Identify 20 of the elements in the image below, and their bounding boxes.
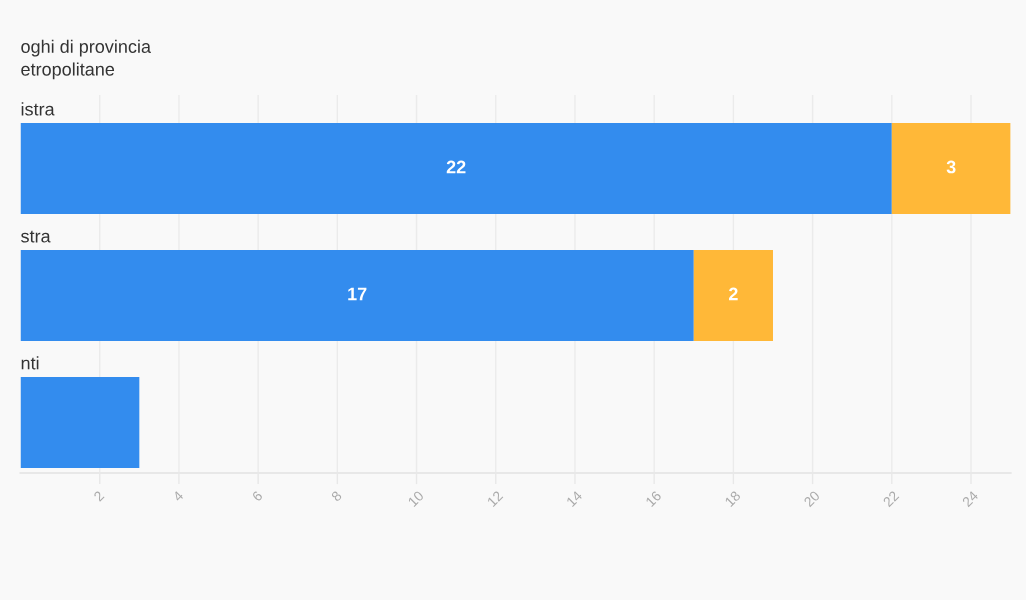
x-tick-label: 8 — [330, 490, 343, 502]
x-tick-label: 6 — [251, 490, 264, 502]
x-tick-label: 18 — [724, 490, 742, 508]
x-tick-label: 10 — [407, 490, 425, 508]
y-tick-label: stra — [21, 230, 51, 243]
data-label: 17 — [348, 287, 367, 301]
data-label: 22 — [446, 160, 466, 174]
y-tick-label: nti — [21, 356, 39, 370]
y-tick-label: istra — [21, 102, 55, 116]
x-tick-label: 16 — [645, 490, 662, 508]
data-label: 2 — [728, 287, 738, 301]
x-tick-label: 20 — [803, 490, 821, 508]
data-label: 3 — [946, 160, 956, 174]
x-tick-label: 14 — [566, 490, 583, 507]
x-tick-label: 24 — [961, 490, 979, 508]
x-tick-label: 22 — [882, 490, 900, 508]
chart-title: oghi di provincia etropolitane — [21, 39, 151, 80]
x-tick-label: 12 — [486, 490, 504, 507]
x-tick-label: 2 — [93, 490, 105, 502]
x-tick-label: 4 — [172, 490, 184, 502]
